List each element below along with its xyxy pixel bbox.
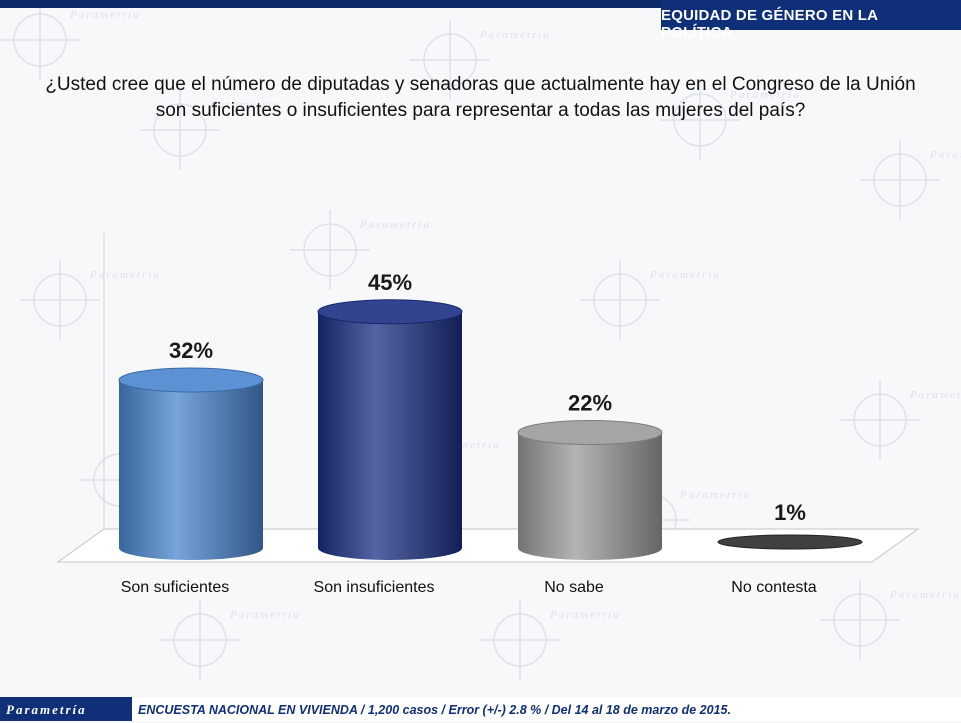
data-label: 22% [568,391,612,416]
watermark-text: Parametría [229,609,301,621]
survey-question: ¿Usted cree que el número de diputadas y… [20,72,941,124]
watermark-text: Parametría [209,99,281,111]
header-band [0,0,961,8]
question-line-1: ¿Usted cree que el número de diputadas y… [45,74,916,95]
category-label: Son suficientes [121,579,230,596]
bar-top [517,420,663,445]
data-label: 32% [169,338,213,363]
data-label: 45% [368,270,412,295]
watermark-text: Parametría [549,609,621,621]
bar-body [318,311,462,560]
bar-body [119,380,263,560]
bar-2 [517,420,663,560]
category-label: No contesta [731,579,816,596]
brand-logo: Parametría [6,702,87,717]
bar-0 [118,367,264,560]
watermark-text: Parametría [679,489,751,501]
watermark-text: Parametría [69,9,141,21]
bar-top [317,299,463,325]
watermark-text: Parametría [889,589,961,601]
watermark-text: Parametría [729,89,801,101]
section-title: EQUIDAD DE GÉNERO EN LA POLÍTICA [661,7,878,41]
watermark-text: Parametría [909,389,961,401]
watermark-text: Parametría [649,269,721,281]
data-label: 1% [774,500,806,525]
bar-top [118,367,264,393]
survey-footnote: ENCUESTA NACIONAL EN VIVIENDA / 1,200 ca… [132,697,961,721]
bar-1 [317,299,463,560]
bar-body [518,432,662,560]
watermark-text: Parametría [359,219,431,231]
chart-floor [56,528,920,563]
category-label: Son insuficientes [314,579,435,596]
watermark-text: Parametría [479,29,551,41]
category-label: No sabe [544,579,604,596]
section-title-tag: EQUIDAD DE GÉNERO EN LA POLÍTICA [661,0,961,41]
watermark-text: Parametría [89,269,161,281]
question-line-2: son suficientes o insuficientes para rep… [155,100,806,121]
bar-3 [717,534,863,550]
bar-top [717,534,863,550]
watermark-text: Parametría [929,149,961,161]
